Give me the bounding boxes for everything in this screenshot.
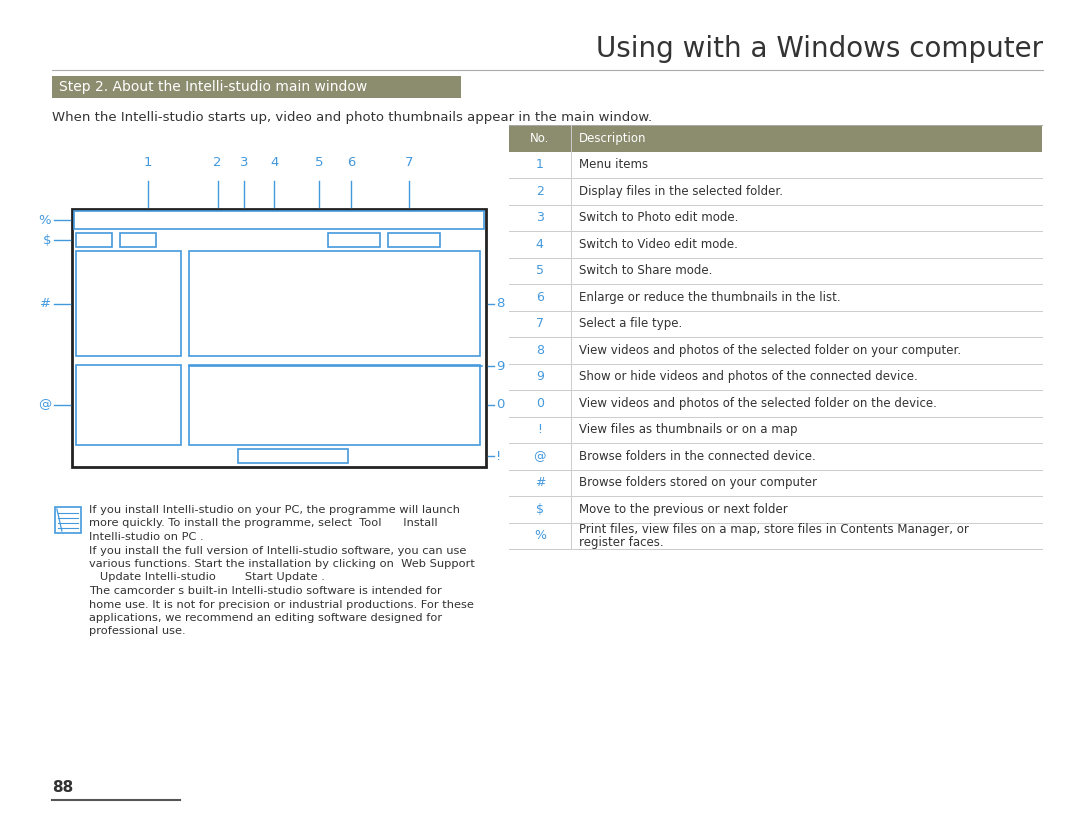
Text: View videos and photos of the selected folder on your computer.: View videos and photos of the selected f… — [579, 344, 961, 356]
Text: Switch to Video edit mode.: Switch to Video edit mode. — [579, 238, 738, 251]
Text: 8: 8 — [496, 297, 504, 310]
Text: Intelli-studio on PC .: Intelli-studio on PC . — [89, 532, 203, 542]
Text: 3: 3 — [240, 156, 248, 169]
Bar — [73, 211, 484, 229]
Text: professional use.: professional use. — [89, 626, 186, 637]
Text: 7: 7 — [405, 156, 414, 169]
Text: 1: 1 — [144, 156, 152, 169]
Text: 6: 6 — [347, 156, 355, 169]
Text: #: # — [40, 297, 51, 310]
Bar — [120, 233, 156, 247]
Text: Select a file type.: Select a file type. — [579, 318, 681, 330]
Bar — [189, 251, 480, 356]
Text: @: @ — [534, 450, 546, 463]
Text: 1: 1 — [536, 158, 543, 172]
Text: No.: No. — [530, 132, 550, 144]
Text: Description: Description — [579, 132, 646, 144]
Text: 9: 9 — [496, 360, 504, 373]
Text: $: $ — [536, 502, 544, 516]
Text: View videos and photos of the selected folder on the device.: View videos and photos of the selected f… — [579, 397, 936, 410]
Text: applications, we recommend an editing software designed for: applications, we recommend an editing so… — [89, 613, 442, 623]
Bar — [52, 76, 461, 98]
Text: 88: 88 — [52, 780, 73, 795]
Text: %: % — [534, 530, 545, 542]
Text: Move to the previous or next folder: Move to the previous or next folder — [579, 502, 787, 516]
Text: 7: 7 — [536, 318, 544, 330]
Text: Show or hide videos and photos of the connected device.: Show or hide videos and photos of the co… — [579, 370, 918, 384]
Text: Display files in the selected folder.: Display files in the selected folder. — [579, 185, 783, 198]
Bar — [189, 365, 480, 445]
Text: 5: 5 — [536, 264, 544, 277]
Text: $: $ — [42, 233, 51, 247]
Bar — [388, 233, 440, 247]
Text: 2: 2 — [536, 185, 543, 198]
Text: !: ! — [538, 423, 542, 436]
Text: If you install the full version of Intelli-studio software, you can use: If you install the full version of Intel… — [89, 545, 467, 555]
Text: !: ! — [496, 450, 501, 463]
Text: more quickly. To install the programme, select  Tool      Install: more quickly. To install the programme, … — [89, 518, 437, 529]
Text: If you install Intelli-studio on your PC, the programme will launch: If you install Intelli-studio on your PC… — [89, 505, 460, 515]
Text: 0: 0 — [536, 397, 544, 410]
Text: 4: 4 — [536, 238, 543, 251]
Text: Using with a Windows computer: Using with a Windows computer — [595, 35, 1042, 63]
Text: %: % — [38, 214, 51, 227]
Text: various functions. Start the installation by clicking on  Web Support: various functions. Start the installatio… — [89, 559, 475, 569]
Bar — [55, 507, 81, 533]
Text: Update Intelli-studio        Start Update .: Update Intelli-studio Start Update . — [89, 573, 325, 582]
Text: The camcorder s built-in Intelli-studio software is intended for: The camcorder s built-in Intelli-studio … — [89, 586, 442, 596]
Text: 0: 0 — [496, 398, 504, 412]
Bar — [328, 233, 380, 247]
Text: 8: 8 — [536, 344, 544, 356]
Bar — [76, 233, 111, 247]
Bar — [239, 449, 348, 463]
Text: @: @ — [38, 398, 51, 412]
Bar — [76, 251, 180, 356]
Text: Print files, view files on a map, store files in Contents Manager, or: Print files, view files on a map, store … — [579, 523, 969, 536]
Text: register faces.: register faces. — [579, 536, 663, 549]
Text: 5: 5 — [315, 156, 324, 169]
Text: Switch to Share mode.: Switch to Share mode. — [579, 264, 712, 277]
Text: home use. It is not for precision or industrial productions. For these: home use. It is not for precision or ind… — [89, 600, 474, 610]
Text: 4: 4 — [270, 156, 279, 169]
Text: Menu items: Menu items — [579, 158, 648, 172]
Bar — [76, 365, 180, 445]
Text: Browse folders stored on your computer: Browse folders stored on your computer — [579, 476, 816, 489]
Text: Step 2. About the Intelli-studio main window: Step 2. About the Intelli-studio main wi… — [59, 80, 367, 94]
Text: Enlarge or reduce the thumbnails in the list.: Enlarge or reduce the thumbnails in the … — [579, 290, 840, 304]
Bar — [72, 209, 486, 467]
Text: 9: 9 — [536, 370, 543, 384]
Text: 3: 3 — [536, 211, 543, 224]
Bar — [509, 125, 1042, 152]
Text: 6: 6 — [536, 290, 543, 304]
Text: Switch to Photo edit mode.: Switch to Photo edit mode. — [579, 211, 738, 224]
Text: View files as thumbnails or on a map: View files as thumbnails or on a map — [579, 423, 797, 436]
Text: #: # — [535, 476, 545, 489]
Text: Browse folders in the connected device.: Browse folders in the connected device. — [579, 450, 815, 463]
Text: When the Intelli-studio starts up, video and photo thumbnails appear in the main: When the Intelli-studio starts up, video… — [52, 111, 652, 124]
Text: 2: 2 — [213, 156, 221, 169]
